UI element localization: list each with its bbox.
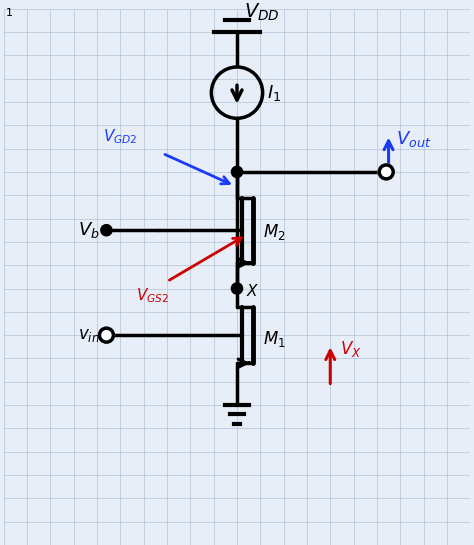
Text: $X$: $X$ xyxy=(246,283,260,299)
Text: $V_b$: $V_b$ xyxy=(78,220,100,240)
Text: $V_{GD2}$: $V_{GD2}$ xyxy=(103,128,138,146)
Text: $v_{in}$: $v_{in}$ xyxy=(78,326,100,344)
Circle shape xyxy=(231,283,243,294)
Circle shape xyxy=(231,166,243,178)
Text: $V_{DD}$: $V_{DD}$ xyxy=(244,2,280,23)
Circle shape xyxy=(379,165,393,179)
Text: $M_2$: $M_2$ xyxy=(263,222,285,242)
Text: $I_1$: $I_1$ xyxy=(267,83,282,102)
Circle shape xyxy=(100,328,113,342)
Text: $M_1$: $M_1$ xyxy=(263,330,285,349)
Circle shape xyxy=(101,225,112,236)
Text: $V_X$: $V_X$ xyxy=(339,339,361,359)
Text: 1: 1 xyxy=(6,8,13,17)
Text: $V_{out}$: $V_{out}$ xyxy=(396,129,431,149)
Text: $V_{GS2}$: $V_{GS2}$ xyxy=(137,286,170,305)
